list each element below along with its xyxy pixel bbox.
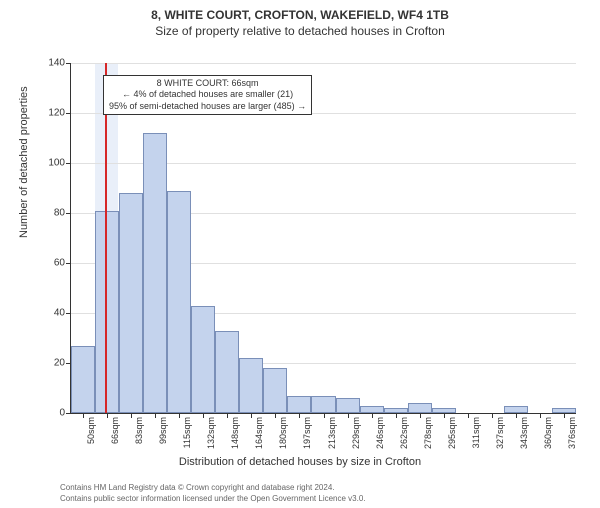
xtick-label: 229sqm: [351, 417, 361, 449]
xtick-mark: [83, 413, 84, 418]
ytick-mark: [66, 63, 71, 64]
xtick-label: 180sqm: [278, 417, 288, 449]
xtick-label: 99sqm: [158, 417, 168, 444]
ytick-mark: [66, 163, 71, 164]
xtick-label: 66sqm: [110, 417, 120, 444]
xtick-mark: [564, 413, 565, 418]
ytick-mark: [66, 113, 71, 114]
ytick-mark: [66, 413, 71, 414]
histogram-bar: [239, 358, 263, 413]
xtick-mark: [492, 413, 493, 418]
gridline: [71, 63, 576, 64]
xtick-mark: [227, 413, 228, 418]
xtick-mark: [107, 413, 108, 418]
annotation-line2: ← 4% of detached houses are smaller (21): [109, 89, 306, 100]
xtick-label: 376sqm: [567, 417, 577, 449]
histogram-bar: [408, 403, 432, 413]
histogram-bar: [143, 133, 167, 413]
marker-line: [105, 63, 107, 413]
histogram-bar: [287, 396, 311, 414]
xtick-label: 311sqm: [471, 417, 481, 448]
histogram-bar: [119, 193, 143, 413]
xtick-mark: [131, 413, 132, 418]
xtick-mark: [468, 413, 469, 418]
footer-line2: Contains public sector information licen…: [60, 494, 366, 504]
ytick-label: 20: [54, 358, 65, 369]
histogram-bar: [191, 306, 215, 414]
xtick-mark: [203, 413, 204, 418]
ytick-mark: [66, 263, 71, 264]
histogram-bar: [336, 398, 360, 413]
ytick-mark: [66, 213, 71, 214]
histogram-bar: [215, 331, 239, 414]
xtick-mark: [155, 413, 156, 418]
ytick-label: 140: [48, 58, 65, 69]
xtick-mark: [372, 413, 373, 418]
xtick-mark: [444, 413, 445, 418]
xtick-mark: [348, 413, 349, 418]
xtick-label: 343sqm: [519, 417, 529, 449]
xtick-mark: [396, 413, 397, 418]
annotation-line3: 95% of semi-detached houses are larger (…: [109, 101, 306, 112]
annotation-line1: 8 WHITE COURT: 66sqm: [109, 78, 306, 89]
histogram-bar: [311, 396, 335, 414]
footer-attribution: Contains HM Land Registry data © Crown c…: [60, 483, 366, 504]
xtick-label: 197sqm: [302, 417, 312, 449]
chart-title-main: 8, WHITE COURT, CROFTON, WAKEFIELD, WF4 …: [0, 8, 600, 22]
xtick-mark: [275, 413, 276, 418]
xtick-label: 50sqm: [86, 417, 96, 444]
xtick-label: 327sqm: [495, 417, 505, 449]
plot-area: 02040608010012014050sqm66sqm83sqm99sqm11…: [70, 63, 576, 414]
xtick-label: 164sqm: [254, 417, 264, 449]
histogram-bar: [71, 346, 95, 414]
xtick-mark: [516, 413, 517, 418]
xtick-label: 262sqm: [399, 417, 409, 449]
xtick-mark: [324, 413, 325, 418]
xtick-label: 278sqm: [423, 417, 433, 449]
ytick-mark: [66, 313, 71, 314]
chart-title-sub: Size of property relative to detached ho…: [0, 24, 600, 38]
footer-line1: Contains HM Land Registry data © Crown c…: [60, 483, 366, 493]
y-axis-label: Number of detached properties: [18, 86, 30, 238]
x-axis-label: Distribution of detached houses by size …: [0, 456, 600, 468]
histogram-bar: [263, 368, 287, 413]
xtick-label: 246sqm: [375, 417, 385, 449]
ytick-label: 120: [48, 108, 65, 119]
histogram-bar: [360, 406, 384, 414]
xtick-label: 295sqm: [447, 417, 457, 449]
xtick-label: 360sqm: [543, 417, 553, 449]
ytick-label: 100: [48, 158, 65, 169]
histogram-bar: [167, 191, 191, 414]
xtick-label: 83sqm: [134, 417, 144, 444]
histogram-bar: [504, 406, 528, 414]
xtick-mark: [420, 413, 421, 418]
xtick-label: 213sqm: [327, 417, 337, 449]
ytick-label: 60: [54, 258, 65, 269]
xtick-mark: [179, 413, 180, 418]
ytick-label: 40: [54, 308, 65, 319]
xtick-mark: [299, 413, 300, 418]
xtick-mark: [251, 413, 252, 418]
xtick-mark: [540, 413, 541, 418]
xtick-label: 132sqm: [206, 417, 216, 449]
xtick-label: 115sqm: [182, 417, 192, 448]
annotation-box: 8 WHITE COURT: 66sqm ← 4% of detached ho…: [103, 75, 312, 115]
ytick-label: 80: [54, 208, 65, 219]
ytick-label: 0: [59, 408, 65, 419]
xtick-label: 148sqm: [230, 417, 240, 449]
